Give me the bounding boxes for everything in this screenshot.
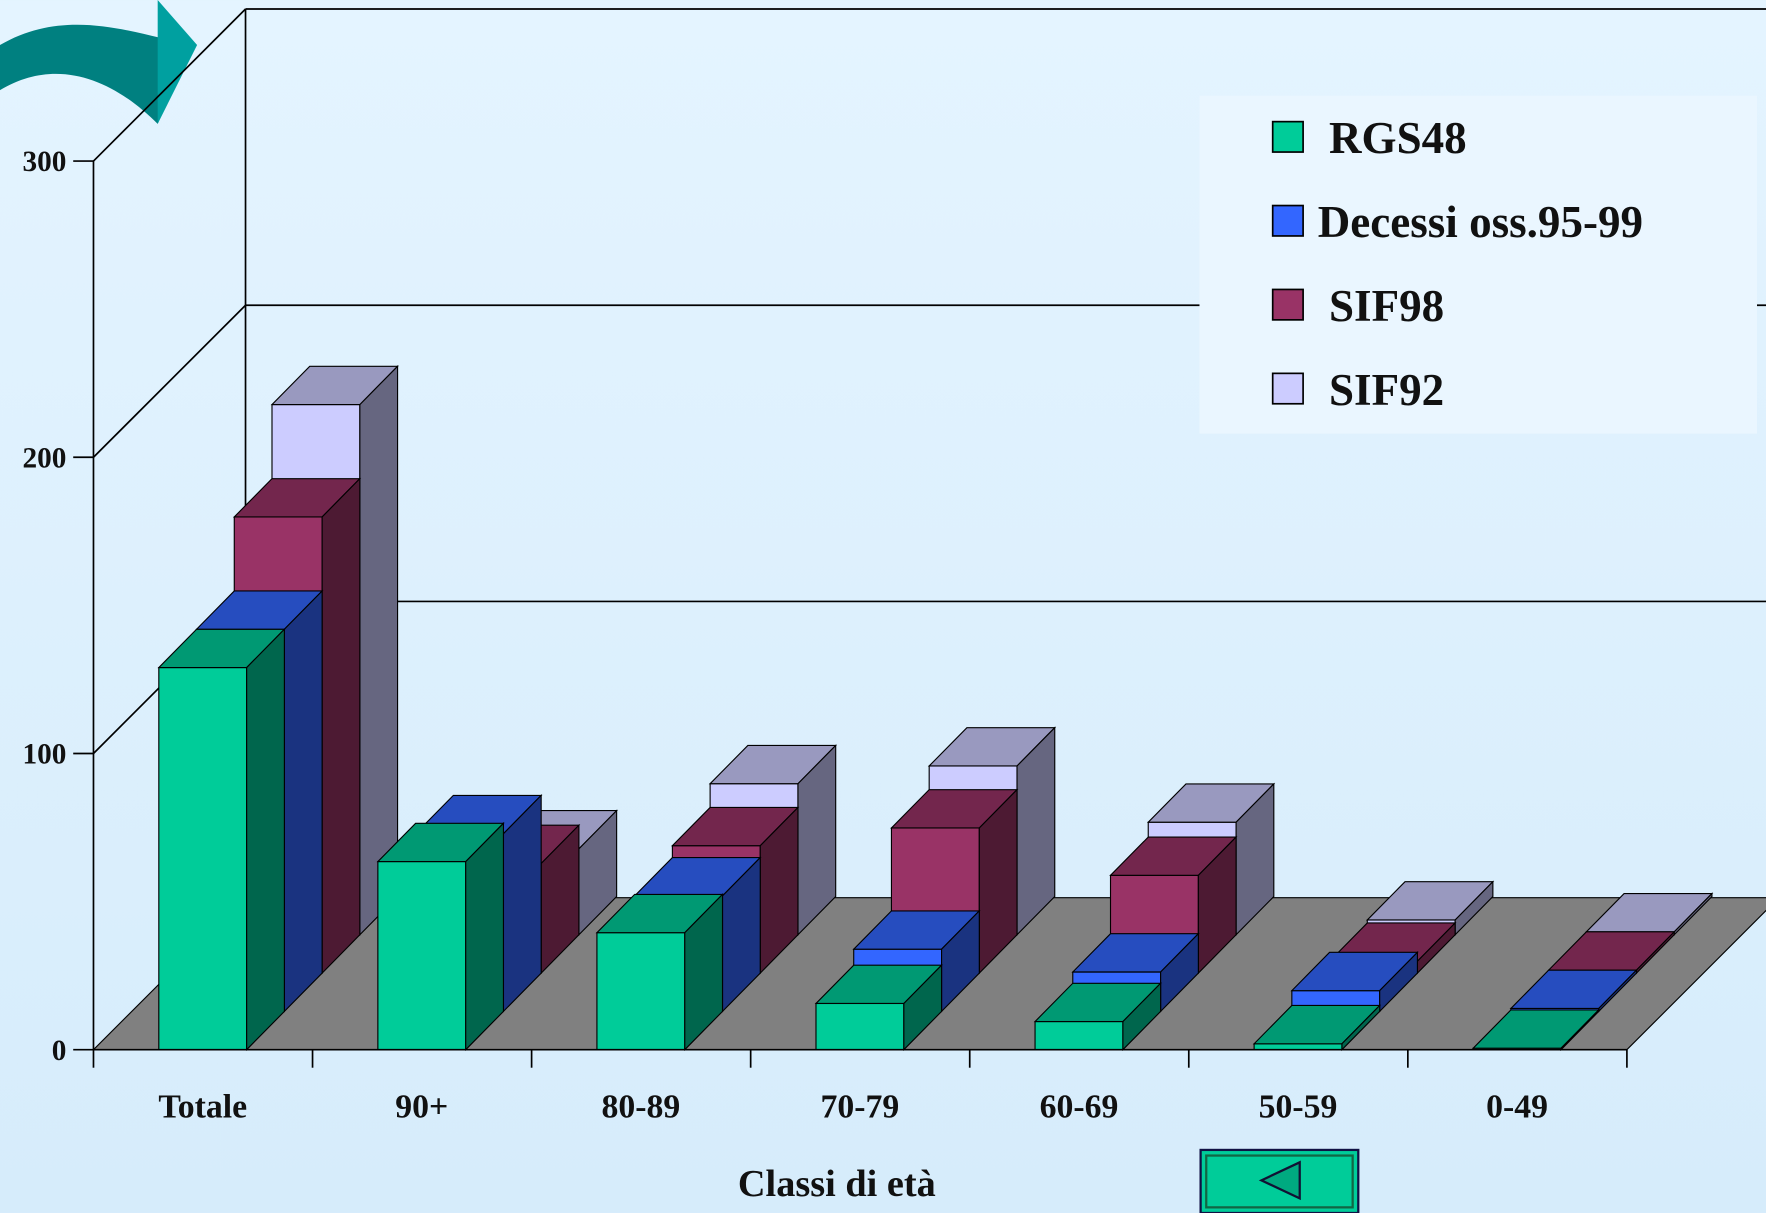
x-tick-label: Totale: [158, 1088, 247, 1125]
legend-swatch: [1271, 372, 1304, 405]
back-button[interactable]: [1199, 1148, 1360, 1213]
bar: [376, 821, 505, 1052]
x-tick-label: 60-69: [1040, 1088, 1119, 1125]
y-tick-label: 0: [52, 1035, 67, 1067]
button-arrow: [1258, 1160, 1301, 1201]
bar-side: [684, 893, 724, 1052]
bar-side: [903, 963, 943, 1052]
bar: [1252, 1004, 1382, 1052]
bar: [595, 893, 724, 1052]
bar-front: [815, 1002, 905, 1051]
legend-label: RGS48: [1329, 113, 1467, 163]
x-tick-label: 50-59: [1259, 1088, 1338, 1125]
bar-side: [465, 821, 505, 1052]
x-tick-label: 80-89: [601, 1088, 680, 1125]
wall-line: [92, 8, 247, 162]
y-tick-label: 300: [23, 146, 67, 178]
bar-side: [321, 477, 361, 975]
grid-line: [92, 304, 247, 458]
bar: [157, 627, 286, 1052]
bar-side: [283, 589, 323, 1013]
decoration: [0, 24, 192, 124]
bar-side: [1560, 1008, 1600, 1052]
legend-swatch: [1271, 288, 1304, 321]
bar: [1471, 1008, 1601, 1052]
bar-front: [158, 667, 248, 1051]
bar-front: [377, 861, 467, 1051]
legend: RGS48 Decessi oss.95-99 SIF98 SIF92: [1199, 95, 1757, 434]
legend-swatch: [1271, 120, 1304, 153]
bar-side: [1341, 1004, 1381, 1052]
legend-label: SIF92: [1329, 365, 1444, 415]
x-axis-label: Classi di età: [738, 1163, 936, 1205]
plot-area: 0 100 200 300 Totale 90+ 80-89 70-79 60-69 50-59 0…: [23, 8, 1766, 1125]
bar: [814, 963, 943, 1052]
bar-front: [1034, 1020, 1124, 1051]
bar-side: [246, 627, 285, 1052]
x-tick-label: 90+: [395, 1088, 448, 1125]
legend-label: SIF98: [1329, 281, 1444, 331]
legend-swatch: [1271, 204, 1304, 237]
bar-front: [1253, 1043, 1343, 1051]
bar-side: [502, 794, 542, 1013]
bar-side: [1379, 950, 1418, 1013]
bar-side: [1197, 835, 1237, 975]
button-border: [1205, 1154, 1354, 1209]
bar-side: [978, 788, 1018, 975]
decoration: [157, 0, 198, 124]
y-tick-label: 200: [23, 442, 67, 474]
legend-label: Decessi oss.95-99: [1318, 197, 1643, 247]
x-tick-label: 0-49: [1486, 1088, 1548, 1125]
x-tick-label: 70-79: [821, 1088, 900, 1125]
y-tick-label: 100: [23, 739, 67, 771]
bar: [1033, 981, 1162, 1052]
bar-side: [1122, 981, 1162, 1052]
bar-front: [596, 932, 686, 1051]
